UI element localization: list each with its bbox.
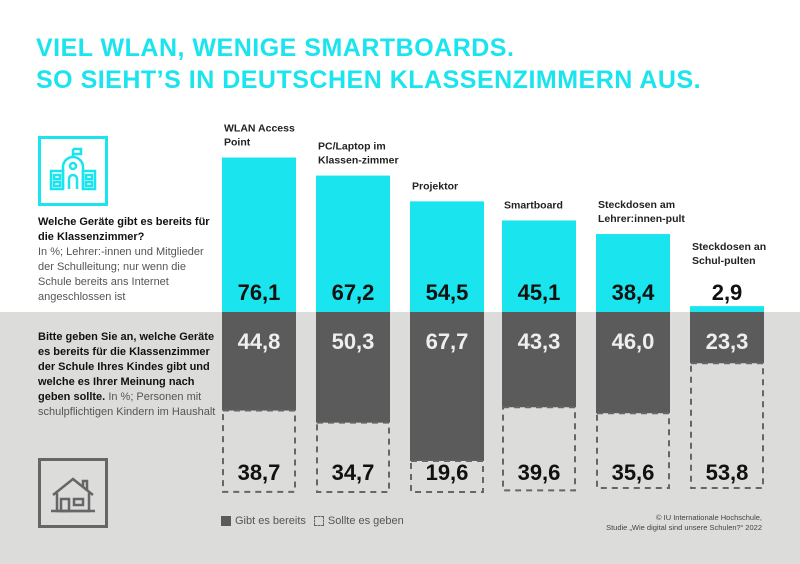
bar-existing-teachers [690, 306, 764, 312]
bar-should-parents [316, 421, 390, 493]
bar-existing-teachers [596, 234, 670, 312]
category-label: Schul-pulten [692, 255, 756, 267]
legend-should-label: Sollte es geben [327, 515, 404, 527]
value-label-existing: 23,3 [706, 329, 749, 354]
house-icon [38, 458, 108, 528]
question-teachers-title: Welche Geräte gibt es bereits für die Kl… [38, 216, 210, 243]
question-parents-title: Bitte geben Sie an, welche Geräte es ber… [38, 331, 215, 403]
bar-should-parents [690, 362, 764, 490]
bar-should-parents [596, 412, 670, 490]
value-label-teachers: 38,4 [612, 280, 656, 305]
legend-existing: Gibt es bereits [221, 515, 306, 527]
category-label: WLAN Access [224, 123, 295, 135]
value-label-existing: 43,3 [518, 329, 561, 354]
school-icon [38, 136, 108, 206]
question-parents: Bitte geben Sie an, welche Geräte es ber… [38, 330, 216, 420]
category-label: Steckdosen an [692, 241, 766, 253]
value-label-should: 38,7 [238, 460, 281, 485]
question-parents-note: In %; Personen mit schulpflichtigen Kind… [38, 391, 216, 418]
title-line-1: VIEL WLAN, WENIGE SMARTBOARDS. [36, 34, 515, 62]
bar-should-parents [410, 459, 484, 494]
legend: Gibt es bereits Sollte es geben [221, 515, 404, 527]
value-label-should: 34,7 [332, 460, 375, 485]
bar-existing-parents [502, 312, 576, 408]
bar-existing-parents [410, 312, 484, 461]
bar-existing-teachers [316, 175, 390, 312]
value-label-teachers: 67,2 [332, 280, 375, 305]
category-label: PC/Laptop im [318, 141, 386, 153]
bar-existing-parents [596, 312, 670, 414]
credit: © IU Internationale Hochschule, Studie „W… [606, 513, 762, 533]
value-label-teachers: 45,1 [518, 280, 561, 305]
bar-should-parents [222, 409, 296, 493]
value-label-teachers: 2,9 [712, 280, 743, 305]
credit-line-1: © IU Internationale Hochschule, [656, 513, 762, 522]
category-label: Klassen-zimmer [318, 155, 399, 167]
category-label: Lehrer:innen-pult [598, 213, 685, 225]
value-label-existing: 46,0 [612, 329, 655, 354]
bar-existing-teachers [222, 157, 296, 312]
value-label-teachers: 76,1 [238, 280, 281, 305]
legend-existing-label: Gibt es bereits [235, 515, 306, 527]
value-label-should: 53,8 [706, 460, 749, 485]
value-label-existing: 50,3 [332, 329, 375, 354]
value-label-should: 35,6 [612, 460, 655, 485]
category-label: Steckdosen am [598, 199, 675, 211]
question-teachers: Welche Geräte gibt es bereits für die Kl… [38, 215, 218, 305]
credit-line-2: Studie „Wie digital sind unsere Schulen?… [606, 523, 762, 532]
bar-should-parents [502, 406, 576, 492]
category-label: Projektor [412, 180, 458, 192]
value-label-existing: 44,8 [238, 329, 281, 354]
bar-existing-parents [222, 312, 296, 411]
question-teachers-note: In %; Lehrer:-innen und Mitglieder der S… [38, 246, 204, 303]
value-label-should: 19,6 [426, 460, 469, 485]
bar-existing-parents [690, 312, 764, 364]
value-label-existing: 67,7 [426, 329, 469, 354]
value-label-teachers: 54,5 [426, 280, 469, 305]
legend-should: Sollte es geben [313, 515, 404, 527]
category-label: Smartboard [504, 199, 563, 211]
value-label-should: 39,6 [518, 460, 561, 485]
title-line-2: SO SIEHT’S IN DEUTSCHEN KLASSENZIMMERN A… [36, 66, 702, 94]
bar-existing-teachers [410, 201, 484, 312]
bar-existing-parents [316, 312, 390, 423]
bar-existing-teachers [502, 220, 576, 312]
category-label: Point [224, 137, 251, 149]
